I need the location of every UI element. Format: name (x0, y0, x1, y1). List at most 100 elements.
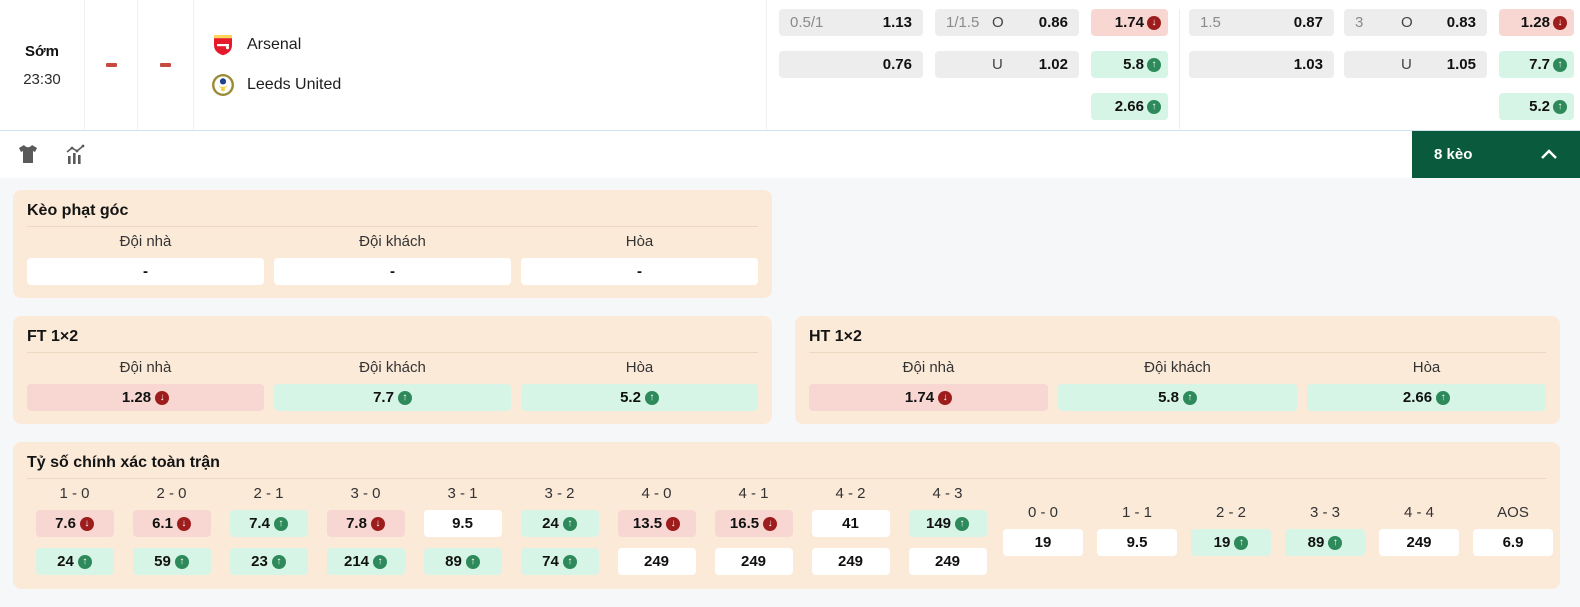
ht-1x2-card: HT 1×2 Đội nhà 1.74 ↓ Đội khách 5.8 ↑ Hòa 2.66 ↑ (795, 316, 1560, 424)
score-odds-cell[interactable]: 7.6 ↓ (35, 510, 114, 537)
section-title: Kèo phạt góc (27, 202, 129, 219)
draw-score-column: AOS 6.9 (1466, 498, 1560, 575)
odds-value: 1.74 (1114, 14, 1144, 31)
score-odds-cell[interactable]: 89 ↑ (423, 548, 502, 575)
market-column: Hòa - (521, 227, 758, 285)
trend-up-icon: ↑ (1182, 390, 1197, 405)
odds-1x2-cell[interactable]: 5.2 ↑ (1499, 93, 1574, 120)
odds-value: 149 (925, 515, 952, 532)
trend-up-icon: ↑ (397, 390, 412, 405)
stats-chart-icon[interactable] (61, 143, 89, 167)
score-odds-cell[interactable]: 9.5 (1097, 529, 1177, 556)
under-cell[interactable]: U 1.02 (935, 51, 1079, 78)
odds-cell[interactable]: - (521, 258, 758, 285)
odds-1x2-cell[interactable]: 2.66 ↑ (1091, 93, 1168, 120)
trend-down-icon: ↓ (370, 516, 385, 531)
draw-score-column: 0 - 0 19 (996, 498, 1090, 575)
score-odds-cell[interactable]: 9.5 (423, 510, 502, 537)
score-odds-cell[interactable]: 249 (714, 548, 793, 575)
score-odds-cell[interactable]: 6.9 (1473, 529, 1553, 556)
odds-cell[interactable]: - (274, 258, 511, 285)
chevron-up-icon (1541, 149, 1557, 159)
odds-value: 5.2 (1529, 98, 1550, 115)
odds-cell[interactable]: 5.2 ↑ (521, 384, 758, 411)
handicap-away-cell[interactable]: 1.03 (1189, 51, 1334, 78)
market-column-label: Đội nhà (902, 359, 955, 376)
teams-column: Arsenal Leeds United (194, 0, 767, 130)
score-odds-cell[interactable]: 24 ↑ (35, 548, 114, 575)
score-odds-cell[interactable]: 249 (1379, 529, 1459, 556)
score-odds-cell[interactable]: 24 ↑ (520, 510, 599, 537)
score-odds-cell[interactable]: 16.5 ↓ (714, 510, 793, 537)
score-odds-cell[interactable]: 214 ↑ (326, 548, 405, 575)
score-odds-cell[interactable]: 149 ↑ (908, 510, 987, 537)
over-cell[interactable]: 3 O 0.83 (1344, 9, 1487, 36)
score-odds-cell[interactable]: 59 ↑ (132, 548, 211, 575)
handicap-home-cell[interactable]: 0.5/1 1.13 (779, 9, 923, 36)
score-grid: 1 - 0 7.6 ↓ 24 ↑ 2 - 0 6.1 ↓ 59 ↑ 2 - 1 7.4 ↑ 23 ↑ 3 - … (26, 479, 996, 575)
odds-value: 23 (251, 553, 268, 570)
odds-cell[interactable]: - (27, 258, 264, 285)
trend-up-icon: ↑ (1553, 57, 1567, 72)
odds-value: 16.5 (729, 515, 760, 532)
trend-up-icon: ↑ (1147, 57, 1161, 72)
trend-down-icon: ↓ (155, 390, 170, 405)
odds-value: 1.28 (121, 389, 152, 406)
score-odds-cell[interactable]: 19 ↑ (1191, 529, 1271, 556)
odds-group-handicap-right: 1.5 0.87 1.03 (1189, 9, 1334, 78)
odds-cell[interactable]: 1.28 ↓ (27, 384, 264, 411)
markets-content: Kèo phạt góc Đội nhà - Đội khách - Hòa - FT 1… (0, 178, 1580, 589)
section-title: Tỷ số chính xác toàn trận (27, 454, 220, 471)
score-odds-cell[interactable]: 41 (811, 510, 890, 537)
odds-cell[interactable]: 7.7 ↑ (274, 384, 511, 411)
score-odds-cell[interactable]: 23 ↑ (229, 548, 308, 575)
odds-group-handicap-left: 0.5/1 1.13 0.76 (779, 9, 923, 78)
under-cell[interactable]: U 1.05 (1344, 51, 1487, 78)
home-team-row[interactable]: Arsenal (211, 33, 766, 57)
market-column: Đội nhà - (27, 227, 264, 285)
score-odds-cell[interactable]: 249 (617, 548, 696, 575)
score-odds-cell[interactable]: 249 (908, 548, 987, 575)
odds-cell[interactable]: 1.74 ↓ (809, 384, 1048, 411)
jersey-icon[interactable] (15, 143, 41, 167)
odds-cell[interactable]: 5.8 ↑ (1058, 384, 1297, 411)
score-odds-cell[interactable]: 13.5 ↓ (617, 510, 696, 537)
handicap-away-cell[interactable]: 0.76 (779, 51, 923, 78)
odds-1x2-cell[interactable]: 7.7 ↑ (1499, 51, 1574, 78)
odds-count-toggle-button[interactable]: 8 kèo (1412, 131, 1580, 178)
score-column: 4 - 3 149 ↑ 249 (899, 479, 996, 575)
odds-1x2-cell[interactable]: 1.74 ↓ (1091, 9, 1168, 36)
match-time-column: Sớm 23:30 (0, 0, 85, 130)
odds-value: 1.13 (882, 14, 912, 31)
odds-1x2-cell[interactable]: 5.8 ↑ (1091, 51, 1168, 78)
score-label: 0 - 0 (1027, 504, 1058, 521)
away-score-cell (138, 0, 194, 130)
odds-board: 0.5/1 1.13 0.76 1/1.5 O 0.86 U 1.02 (767, 0, 1580, 130)
odds-value: 7.4 (249, 515, 270, 532)
leeds-united-logo-icon (212, 74, 234, 96)
odds-value: 0.86 (1038, 14, 1068, 31)
away-team-row[interactable]: Leeds United (211, 73, 766, 97)
odds-1x2-cell[interactable]: 1.28 ↓ (1499, 9, 1574, 36)
score-odds-cell[interactable]: 6.1 ↓ (132, 510, 211, 537)
trend-up-icon: ↑ (955, 516, 970, 531)
score-odds-cell[interactable]: 7.8 ↓ (326, 510, 405, 537)
handicap-home-cell[interactable]: 1.5 0.87 (1189, 9, 1334, 36)
trend-up-icon: ↑ (562, 554, 577, 569)
over-cell[interactable]: 1/1.5 O 0.86 (935, 9, 1079, 36)
corner-odds-card: Kèo phạt góc Đội nhà - Đội khách - Hòa - (13, 190, 772, 298)
odds-cell[interactable]: 2.66 ↑ (1307, 384, 1546, 411)
score-odds-cell[interactable]: 19 (1003, 529, 1083, 556)
score-odds-cell[interactable]: 89 ↑ (1285, 529, 1365, 556)
away-team-name: Leeds United (247, 76, 342, 93)
market-column: Đội khách - (274, 227, 511, 285)
ou-line: 3 (1355, 14, 1364, 31)
trend-down-icon: ↓ (1147, 15, 1161, 30)
trend-up-icon: ↑ (1147, 99, 1161, 114)
odds-value: 89 (445, 553, 462, 570)
score-odds-cell[interactable]: 249 (811, 548, 890, 575)
score-column: 4 - 2 41 249 (802, 479, 899, 575)
score-label: 3 - 0 (350, 485, 381, 502)
score-odds-cell[interactable]: 7.4 ↑ (229, 510, 308, 537)
score-odds-cell[interactable]: 74 ↑ (520, 548, 599, 575)
